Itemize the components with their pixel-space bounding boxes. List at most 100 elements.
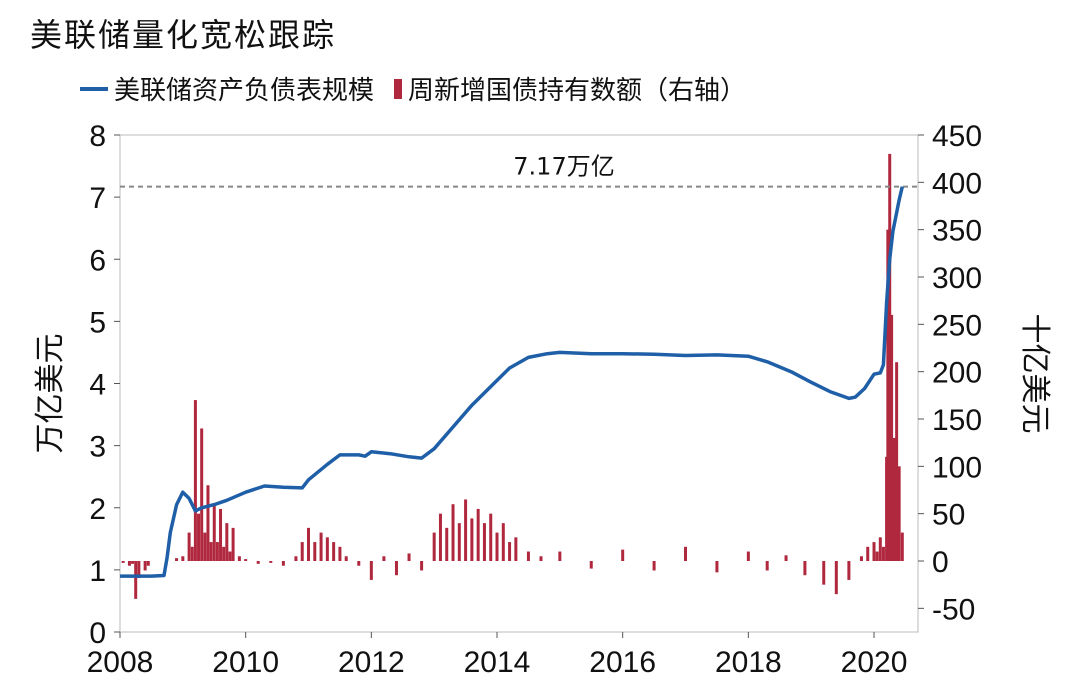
legend-line-swatch: [80, 86, 108, 91]
y-left-axis-title: 万亿美元: [33, 334, 68, 454]
bar-mark: [193, 400, 197, 561]
bar-mark: [859, 556, 863, 561]
bar-mark: [495, 532, 499, 561]
bar-mark: [746, 551, 750, 561]
bar-mark: [457, 523, 461, 561]
bar-mark: [822, 561, 826, 585]
bar-mark: [209, 542, 213, 561]
bar-mark: [888, 153, 892, 561]
bar-mark: [872, 542, 876, 561]
bar-mark: [225, 523, 229, 561]
bar-mark: [237, 556, 241, 561]
balance-sheet-line: [120, 186, 905, 578]
bar-mark: [407, 553, 411, 561]
chart-legend: 美联储资产负债表规模 周新增国债持有数额（右轴）: [80, 70, 760, 107]
bar-mark: [476, 508, 480, 561]
bar-mark: [489, 513, 493, 561]
bar-mark: [445, 527, 449, 561]
bar-mark: [866, 546, 870, 561]
bar-mark: [890, 314, 894, 561]
y-right-tick-label: 300: [932, 262, 982, 295]
bar-mark: [256, 561, 260, 564]
bar-mark: [131, 561, 135, 564]
y-left-tick-label: 1: [89, 555, 106, 588]
legend-line-label: 美联储资产负债表规模: [114, 76, 375, 106]
bar-mark: [175, 558, 179, 561]
y-left-tick-label: 6: [89, 244, 106, 277]
bar-mark: [357, 561, 361, 566]
bar-mark: [886, 229, 890, 561]
bar-mark: [190, 546, 194, 561]
x-tick-label: 2020: [841, 646, 908, 679]
bar-mark: [313, 542, 317, 561]
bar-mark: [847, 561, 851, 580]
x-tick-label: 2014: [464, 646, 531, 679]
bar-mark: [684, 546, 688, 561]
bar-mark: [394, 561, 398, 576]
bar-mark: [558, 551, 562, 561]
bar-mark: [834, 561, 838, 595]
bar-mark: [895, 362, 899, 561]
legend-bar-label: 周新增国债持有数额（右轴）: [408, 76, 747, 106]
bar-mark: [187, 532, 191, 561]
bar-mark: [200, 428, 204, 561]
bar-mark: [432, 532, 436, 561]
bar-mark: [127, 561, 131, 566]
bar-mark: [137, 561, 141, 579]
bar-mark: [881, 546, 885, 561]
bar-mark: [451, 504, 455, 561]
y-right-tick-label: 150: [932, 404, 982, 437]
y-right-tick-label: 50: [932, 499, 965, 532]
annotation-label: 7.17万亿: [513, 153, 614, 181]
bar-mark: [134, 561, 138, 599]
bar-mark: [652, 561, 656, 571]
y-left-tick-label: 7: [89, 182, 106, 215]
bar-mark: [300, 542, 304, 561]
bar-mark: [228, 551, 232, 561]
y-right-tick-label: 400: [932, 167, 982, 200]
x-tick-label: 2012: [338, 646, 405, 679]
y-left-tick-label: 2: [89, 493, 106, 526]
bar-mark: [514, 537, 518, 561]
bar-mark: [878, 537, 882, 561]
bar-mark: [197, 513, 201, 561]
bar-mark: [244, 559, 248, 561]
bar-mark: [307, 527, 311, 561]
x-tick-label: 2008: [87, 646, 154, 679]
bar-mark: [508, 542, 512, 561]
y-right-tick-label: 200: [932, 357, 982, 390]
x-tick-label: 2018: [715, 646, 782, 679]
y-right-tick-label: 0: [932, 546, 949, 579]
bar-mark: [146, 561, 150, 566]
bar-mark: [294, 556, 298, 561]
legend-item-bar: 周新增国债持有数额（右轴）: [394, 70, 746, 107]
y-right-axis-title: 十亿美元: [1017, 314, 1052, 434]
bar-mark: [382, 556, 386, 561]
y-right-tick-label: 350: [932, 215, 982, 248]
bar-mark: [344, 556, 348, 561]
bar-mark: [215, 542, 219, 561]
bar-mark: [715, 561, 719, 573]
bar-mark: [526, 551, 530, 561]
bar-mark: [121, 561, 125, 563]
bar-mark: [332, 542, 336, 561]
bar-mark: [219, 508, 223, 561]
bar-mark: [803, 561, 807, 576]
bar-mark: [784, 555, 788, 561]
bar-mark: [621, 549, 625, 561]
bar-mark: [369, 561, 373, 580]
bar-mark: [482, 523, 486, 561]
y-right-tick-label: 250: [932, 309, 982, 342]
y-right-tick-label: -50: [932, 593, 975, 626]
bar-mark: [765, 561, 769, 571]
bar-mark: [143, 561, 147, 571]
bar-mark: [501, 523, 505, 561]
chart-title: 美联储量化宽松跟踪: [30, 16, 337, 54]
bar-mark: [420, 561, 424, 571]
bar-mark: [464, 499, 468, 561]
bar-mark: [539, 556, 543, 561]
bar-mark: [892, 437, 896, 561]
bar-mark: [181, 556, 185, 561]
x-tick-label: 2010: [212, 646, 279, 679]
